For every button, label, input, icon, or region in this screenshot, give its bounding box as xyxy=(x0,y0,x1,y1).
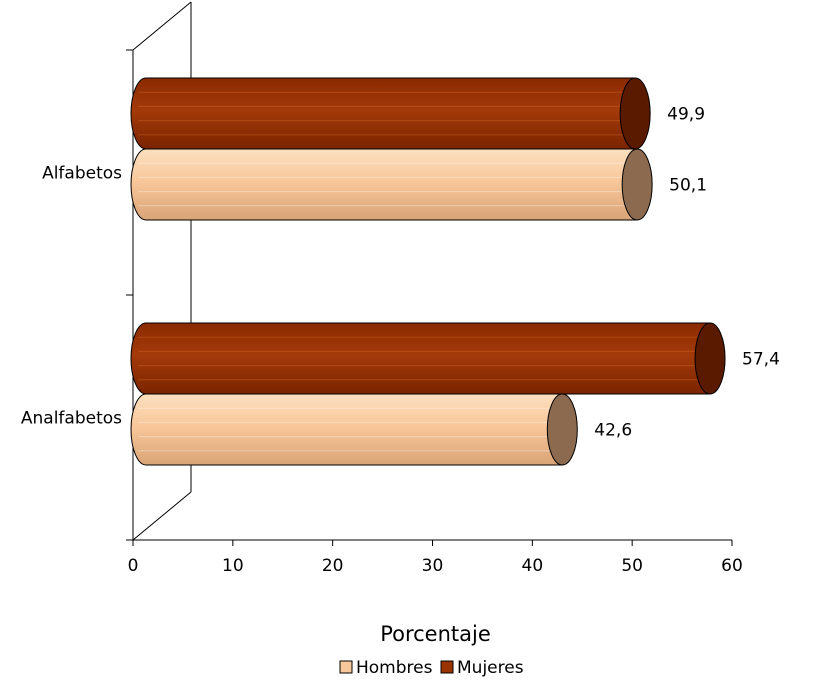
bar-hombres-alfabetos xyxy=(130,148,653,221)
x-tick-label: 60 xyxy=(721,556,743,576)
x-tick-label: 30 xyxy=(422,556,444,576)
bar-body xyxy=(130,322,711,395)
bar-hombres-analfabetos xyxy=(130,393,578,466)
bar-body xyxy=(130,393,563,466)
x-tick-label: 10 xyxy=(222,556,244,576)
data-label: 50,1 xyxy=(669,176,707,196)
x-tick-label: 50 xyxy=(621,556,643,576)
bar-body xyxy=(130,148,638,221)
category-label: Alfabetos xyxy=(42,164,122,184)
depth-edge-bottom xyxy=(132,491,192,541)
data-label: 42,6 xyxy=(594,421,632,441)
x-tick-label: 40 xyxy=(522,556,544,576)
depth-edge-top xyxy=(132,1,192,51)
legend-label: Hombres xyxy=(356,658,433,678)
bar-body xyxy=(130,77,636,150)
bar-end-cap xyxy=(621,148,653,221)
x-tick-label: 20 xyxy=(322,556,344,576)
data-label: 49,9 xyxy=(667,105,705,125)
bar-end-cap xyxy=(619,77,651,150)
legend-label: Mujeres xyxy=(457,658,524,678)
bar-end-cap xyxy=(546,393,578,466)
bar-end-cap xyxy=(694,322,726,395)
x-axis-title: Porcentaje xyxy=(380,622,491,646)
data-label: 57,4 xyxy=(742,350,780,370)
legend-swatch-hombres xyxy=(339,660,353,674)
bar-mujeres-analfabetos xyxy=(130,322,726,395)
legend-swatch-mujeres xyxy=(440,660,454,674)
x-tick-label: 0 xyxy=(128,556,139,576)
category-label: Analfabetos xyxy=(21,409,122,429)
bar-mujeres-alfabetos xyxy=(130,77,651,150)
